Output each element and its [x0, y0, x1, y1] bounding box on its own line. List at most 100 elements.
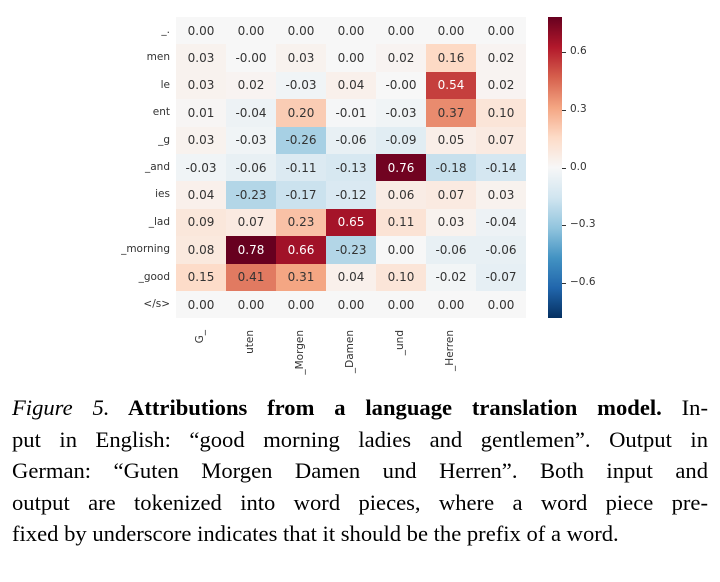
- heatmap-cell: 0.41: [226, 263, 276, 291]
- colorbar-tick-label: 0.3: [570, 102, 587, 115]
- heatmap-cell: 0.00: [476, 291, 526, 319]
- heatmap-cell: 0.16: [426, 44, 476, 72]
- heatmap-cell: 0.00: [426, 291, 476, 319]
- heatmap-cell: 0.20: [276, 99, 326, 127]
- caption-line: Figure 5. Attributions from a language t…: [12, 392, 708, 424]
- heatmap-cell: 0.00: [276, 291, 326, 319]
- heatmap-cell: 0.00: [326, 17, 376, 45]
- heatmap-cell: 0.02: [226, 71, 276, 100]
- heatmap-cell: -0.01: [326, 99, 376, 127]
- heatmap-cell: -0.09: [376, 126, 426, 154]
- heatmap-cell: 0.00: [376, 291, 426, 319]
- heatmap-cell: -0.23: [226, 181, 276, 209]
- heatmap-cell: 0.04: [326, 71, 376, 100]
- heatmap-cell: -0.03: [276, 71, 326, 100]
- heatmap-cell: 0.02: [376, 44, 426, 72]
- row-label: ent: [152, 106, 170, 119]
- heatmap-cell: -0.13: [326, 154, 376, 182]
- row-label: _morning: [121, 243, 170, 256]
- heatmap-cell: 0.03: [176, 71, 226, 100]
- heatmap-cell: 0.65: [326, 208, 376, 237]
- caption-line: output are tokenized into word pieces, w…: [12, 487, 708, 519]
- caption-text: fixed by underscore indicates that it sh…: [12, 521, 619, 546]
- colorbar-tick: [562, 167, 566, 169]
- heatmap-cell: 0.10: [476, 99, 526, 127]
- heatmap-cell: 0.03: [176, 44, 226, 72]
- colorbar-tick-label: 0.0: [570, 160, 587, 173]
- heatmap-cell: 0.06: [376, 181, 426, 209]
- heatmap-cell: 0.00: [476, 17, 526, 45]
- heatmap-cell: 0.66: [276, 236, 326, 264]
- heatmap-cell: -0.06: [226, 154, 276, 182]
- heatmap-cell: -0.03: [226, 126, 276, 154]
- heatmap-cell: -0.11: [276, 154, 326, 182]
- heatmap-cell: -0.26: [276, 126, 326, 154]
- heatmap-cell: 0.04: [326, 263, 376, 291]
- column-label: _Herren: [444, 330, 456, 371]
- row-label: _good: [138, 270, 170, 283]
- heatmap-cell: 0.07: [476, 126, 526, 154]
- column-label: _Damen: [344, 330, 356, 374]
- row-label: le: [160, 78, 170, 91]
- column-label: uten: [244, 330, 256, 354]
- heatmap-cell: 0.31: [276, 263, 326, 291]
- column-label: _Morgen: [294, 330, 306, 375]
- heatmap-cell: 0.37: [426, 99, 476, 127]
- row-label: men: [146, 51, 170, 64]
- column-label: _und: [394, 330, 406, 356]
- heatmap-cell: -0.12: [326, 181, 376, 209]
- row-label: </s>: [143, 298, 170, 310]
- column-label: G_: [194, 330, 206, 344]
- heatmap-cell: 0.78: [226, 236, 276, 264]
- heatmap-cell: 0.23: [276, 208, 326, 237]
- heatmap-cell: -0.00: [376, 71, 426, 100]
- heatmap-cell: -0.06: [476, 236, 526, 264]
- caption-line: fixed by underscore indicates that it sh…: [12, 518, 708, 550]
- heatmap-cell: -0.02: [426, 263, 476, 291]
- heatmap-cell: 0.11: [376, 208, 426, 237]
- colorbar-tick: [562, 283, 566, 285]
- caption-text: German: “Guten Morgen Damen und Herren”.…: [12, 458, 708, 483]
- heatmap-cell: -0.04: [226, 99, 276, 127]
- colorbar-tick: [562, 109, 566, 111]
- heatmap-cell: 0.76: [376, 154, 426, 182]
- heatmap-cell: 0.15: [176, 263, 226, 291]
- figure-label: Figure 5.: [12, 395, 110, 420]
- heatmap-cell: 0.01: [176, 99, 226, 127]
- heatmap-cell: 0.00: [226, 291, 276, 319]
- colorbar: [548, 17, 562, 318]
- heatmap-cell: 0.03: [476, 181, 526, 209]
- heatmap-cell: 0.08: [176, 236, 226, 264]
- heatmap-cell: 0.00: [376, 236, 426, 264]
- caption-text: put in English: “good morning ladies and…: [12, 426, 708, 452]
- row-label: _.: [161, 24, 170, 36]
- heatmap-cell: -0.06: [326, 126, 376, 154]
- heatmap-cell: 0.03: [426, 208, 476, 237]
- heatmap-cell: 0.00: [376, 17, 426, 45]
- heatmap-cell: 0.54: [426, 71, 476, 100]
- heatmap-cell: 0.03: [176, 126, 226, 154]
- heatmap-cell: -0.03: [376, 99, 426, 127]
- figure-caption: Figure 5. Attributions from a language t…: [12, 392, 708, 550]
- heatmap-cell: -0.23: [326, 236, 376, 264]
- heatmap-cell: -0.04: [476, 208, 526, 237]
- heatmap-cell: 0.04: [176, 181, 226, 209]
- heatmap-cell: -0.03: [176, 154, 226, 182]
- heatmap-cell: 0.02: [476, 71, 526, 100]
- heatmap-cell: 0.10: [376, 263, 426, 291]
- heatmap-cell: -0.07: [476, 263, 526, 291]
- heatmap-cell: 0.05: [426, 126, 476, 154]
- row-label: ies: [155, 188, 170, 201]
- heatmap-cell: 0.00: [326, 291, 376, 319]
- caption-line: German: “Guten Morgen Damen und Herren”.…: [12, 455, 708, 487]
- colorbar-tick-label: 0.6: [570, 44, 587, 57]
- heatmap-cell: 0.07: [426, 181, 476, 209]
- row-label: _g: [158, 133, 170, 146]
- heatmap-cell: -0.00: [226, 44, 276, 72]
- heatmap-cell: 0.00: [176, 291, 226, 319]
- row-label: _and: [144, 161, 170, 173]
- heatmap-cell: -0.18: [426, 154, 476, 182]
- heatmap-cell: 0.00: [326, 44, 376, 72]
- heatmap-cell: 0.02: [476, 44, 526, 72]
- caption-line: put in English: “good morning ladies and…: [12, 424, 708, 456]
